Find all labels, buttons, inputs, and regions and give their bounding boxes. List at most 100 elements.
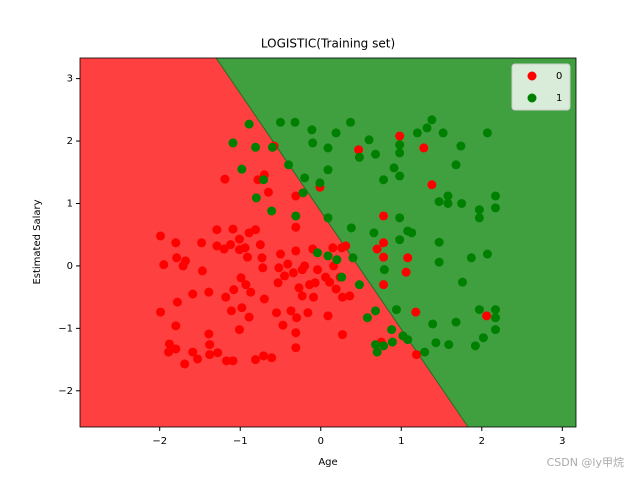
point — [323, 311, 333, 321]
point — [274, 263, 284, 273]
point — [234, 245, 244, 255]
point — [278, 320, 288, 330]
point — [228, 138, 238, 148]
point — [257, 253, 267, 263]
point — [395, 235, 405, 245]
point — [323, 251, 333, 261]
point — [259, 294, 269, 304]
point — [213, 348, 223, 358]
point — [346, 117, 356, 127]
point — [263, 187, 273, 197]
point — [341, 241, 351, 251]
point — [389, 163, 399, 173]
point — [234, 234, 244, 244]
point — [364, 135, 374, 145]
point — [345, 291, 355, 301]
point — [290, 117, 300, 127]
point — [251, 193, 261, 203]
point — [474, 205, 484, 215]
point — [431, 338, 441, 348]
point — [482, 311, 492, 321]
point — [267, 353, 277, 363]
point — [354, 280, 364, 290]
y-tick-label: 0 — [67, 261, 73, 272]
point — [267, 206, 277, 216]
point — [255, 240, 265, 250]
point — [193, 354, 203, 364]
point — [291, 211, 301, 221]
point — [309, 292, 319, 302]
point — [251, 225, 261, 235]
y-tick-label: −2 — [58, 386, 73, 397]
point — [369, 228, 379, 238]
point — [328, 243, 338, 253]
point — [395, 131, 405, 141]
point — [172, 253, 182, 263]
point — [226, 306, 236, 316]
point — [490, 325, 500, 335]
legend-box — [511, 63, 571, 111]
point — [348, 253, 358, 263]
point — [180, 256, 190, 266]
point — [412, 128, 422, 138]
point — [443, 198, 453, 208]
point — [395, 171, 405, 181]
point — [331, 128, 341, 138]
point — [292, 313, 302, 323]
point — [457, 198, 467, 208]
point — [271, 308, 281, 318]
point — [420, 347, 430, 357]
point — [451, 160, 461, 170]
x-tick-label: 1 — [398, 436, 404, 447]
point — [246, 287, 256, 297]
point — [379, 211, 389, 221]
region-0 — [80, 58, 469, 427]
point — [156, 231, 166, 241]
point — [490, 313, 500, 323]
point — [284, 160, 294, 170]
point — [237, 164, 247, 174]
point — [372, 347, 382, 357]
point — [172, 297, 182, 307]
point — [171, 238, 181, 248]
point — [228, 224, 238, 234]
point — [297, 291, 307, 301]
point — [379, 280, 389, 290]
x-tick-label: 0 — [318, 436, 324, 447]
point — [403, 253, 413, 263]
point — [236, 273, 246, 283]
point — [371, 340, 381, 350]
legend-label: 1 — [556, 93, 562, 104]
y-axis-label: Estimated Salary — [32, 199, 43, 284]
point — [275, 117, 285, 127]
point — [280, 271, 290, 281]
point — [212, 225, 222, 235]
point — [241, 280, 251, 290]
point — [387, 337, 397, 347]
point — [188, 347, 198, 357]
point — [188, 289, 198, 299]
point — [197, 238, 207, 248]
point — [307, 125, 317, 135]
point — [164, 339, 174, 349]
point — [259, 351, 269, 361]
point — [298, 188, 308, 198]
point — [291, 328, 301, 338]
point — [474, 305, 484, 315]
point — [387, 325, 397, 335]
chart-title: LOGISTIC(Training set) — [261, 37, 395, 51]
point — [337, 330, 347, 340]
point — [315, 178, 325, 188]
point — [391, 305, 401, 315]
point — [229, 285, 239, 295]
legend-marker — [527, 93, 537, 103]
point — [156, 307, 166, 317]
point — [283, 259, 293, 269]
point — [205, 350, 215, 360]
point — [379, 175, 389, 185]
point — [323, 213, 333, 223]
point — [237, 303, 247, 313]
point — [258, 263, 268, 273]
point — [244, 119, 254, 129]
